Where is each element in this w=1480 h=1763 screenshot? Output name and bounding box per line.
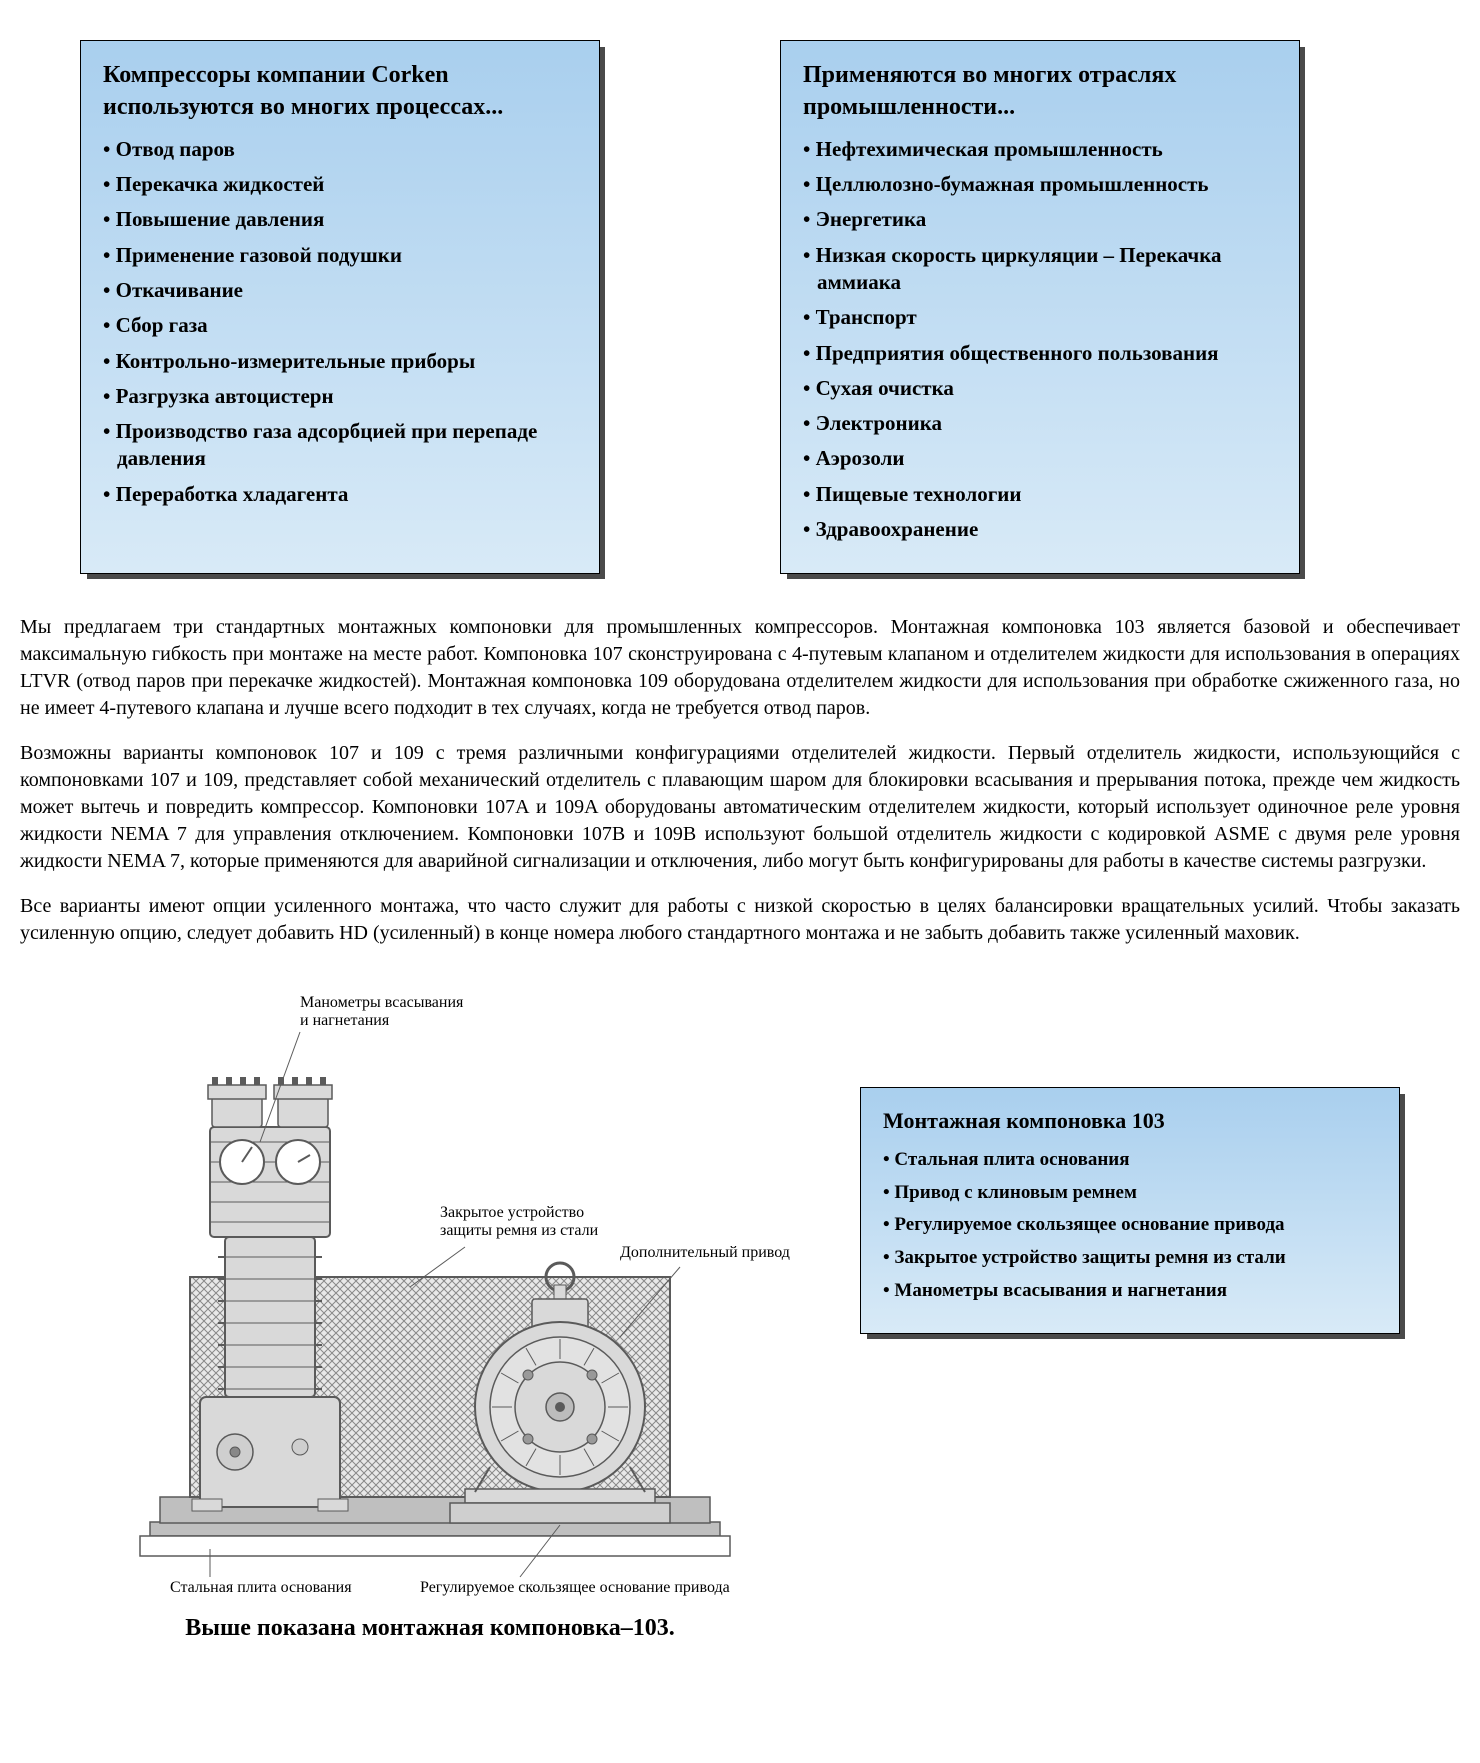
list-item: Отвод паров	[103, 136, 577, 163]
top-boxes-row: Компрессоры компании Corken используются…	[20, 40, 1460, 574]
list-item: Переработка хладагента	[103, 481, 577, 508]
list-item: Транспорт	[803, 304, 1277, 331]
list-item: Пищевые технологии	[803, 481, 1277, 508]
svg-text:Дополнительный привод: Дополнительный привод	[620, 1244, 790, 1261]
list-item: Электроника	[803, 410, 1277, 437]
svg-text:Регулируемое скользящее основа: Регулируемое скользящее основание привод…	[420, 1579, 730, 1596]
industries-box-title: Применяются во многих отраслях промышлен…	[803, 59, 1277, 124]
list-item: Перекачка жидкостей	[103, 171, 577, 198]
diagram-container: Манометры всасывания и нагнетания Закрыто…	[60, 977, 800, 1642]
list-item: Стальная плита основания	[883, 1148, 1377, 1173]
svg-text:Стальная плита основания: Стальная плита основания	[170, 1579, 352, 1596]
paragraph-3: Все варианты имеют опции усиленного монт…	[20, 893, 1460, 947]
processes-box-title: Компрессоры компании Corken используются…	[103, 59, 577, 124]
list-item: Предприятия общественного пользования	[803, 340, 1277, 367]
list-item: Разгрузка автоцистерн	[103, 383, 577, 410]
mounting-103-title: Монтажная компоновка 103	[883, 1106, 1377, 1136]
body-paragraphs: Мы предлагаем три стандартных монтажных …	[20, 614, 1460, 947]
paragraph-2: Возможны варианты компоновок 107 и 109 с…	[20, 740, 1460, 875]
list-item: Сбор газа	[103, 312, 577, 339]
list-item: Целлюлозно-бумажная промышленность	[803, 171, 1277, 198]
list-item: Контрольно-измерительные приборы	[103, 348, 577, 375]
industries-list: Нефтехимическая промышленность Целлюлозно…	[803, 136, 1277, 544]
bottom-row: Манометры всасывания и нагнетания Закрыто…	[20, 977, 1460, 1642]
compressor-diagram: Манометры всасывания и нагнетания Закрыто…	[60, 977, 800, 1597]
list-item: Откачивание	[103, 277, 577, 304]
list-item: Повышение давления	[103, 206, 577, 233]
mounting-103-list: Стальная плита основания Привод с клиновы…	[883, 1148, 1377, 1303]
list-item: Аэрозоли	[803, 445, 1277, 472]
list-item: Энергетика	[803, 206, 1277, 233]
diagram-caption: Выше показана монтажная компоновка–103.	[60, 1615, 800, 1642]
list-item: Привод с клиновым ремнем	[883, 1181, 1377, 1206]
industries-box: Применяются во многих отраслях промышлен…	[780, 40, 1300, 574]
list-item: Низкая скорость циркуляции – Перекачка а…	[803, 242, 1277, 297]
list-item: Закрытое устройство защиты ремня из стал…	[883, 1246, 1377, 1271]
processes-box: Компрессоры компании Corken используются…	[80, 40, 600, 574]
svg-text:Закрытое устройство защиты рем: Закрытое устройство защиты ремня из стал…	[440, 1204, 599, 1239]
list-item: Производство газа адсорбцией при перепад…	[103, 418, 577, 473]
processes-list: Отвод паров Перекачка жидкостей Повышение …	[103, 136, 577, 508]
list-item: Здравоохранение	[803, 516, 1277, 543]
svg-text:Манометры всасывания и нагнета: Манометры всасывания и нагнетания	[300, 994, 467, 1029]
paragraph-1: Мы предлагаем три стандартных монтажных …	[20, 614, 1460, 722]
mounting-103-box: Монтажная компоновка 103 Стальная плита …	[860, 1087, 1400, 1334]
list-item: Манометры всасывания и нагнетания	[883, 1279, 1377, 1304]
list-item: Сухая очистка	[803, 375, 1277, 402]
list-item: Применение газовой подушки	[103, 242, 577, 269]
list-item: Нефтехимическая промышленность	[803, 136, 1277, 163]
list-item: Регулируемое скользящее основание привод…	[883, 1213, 1377, 1238]
